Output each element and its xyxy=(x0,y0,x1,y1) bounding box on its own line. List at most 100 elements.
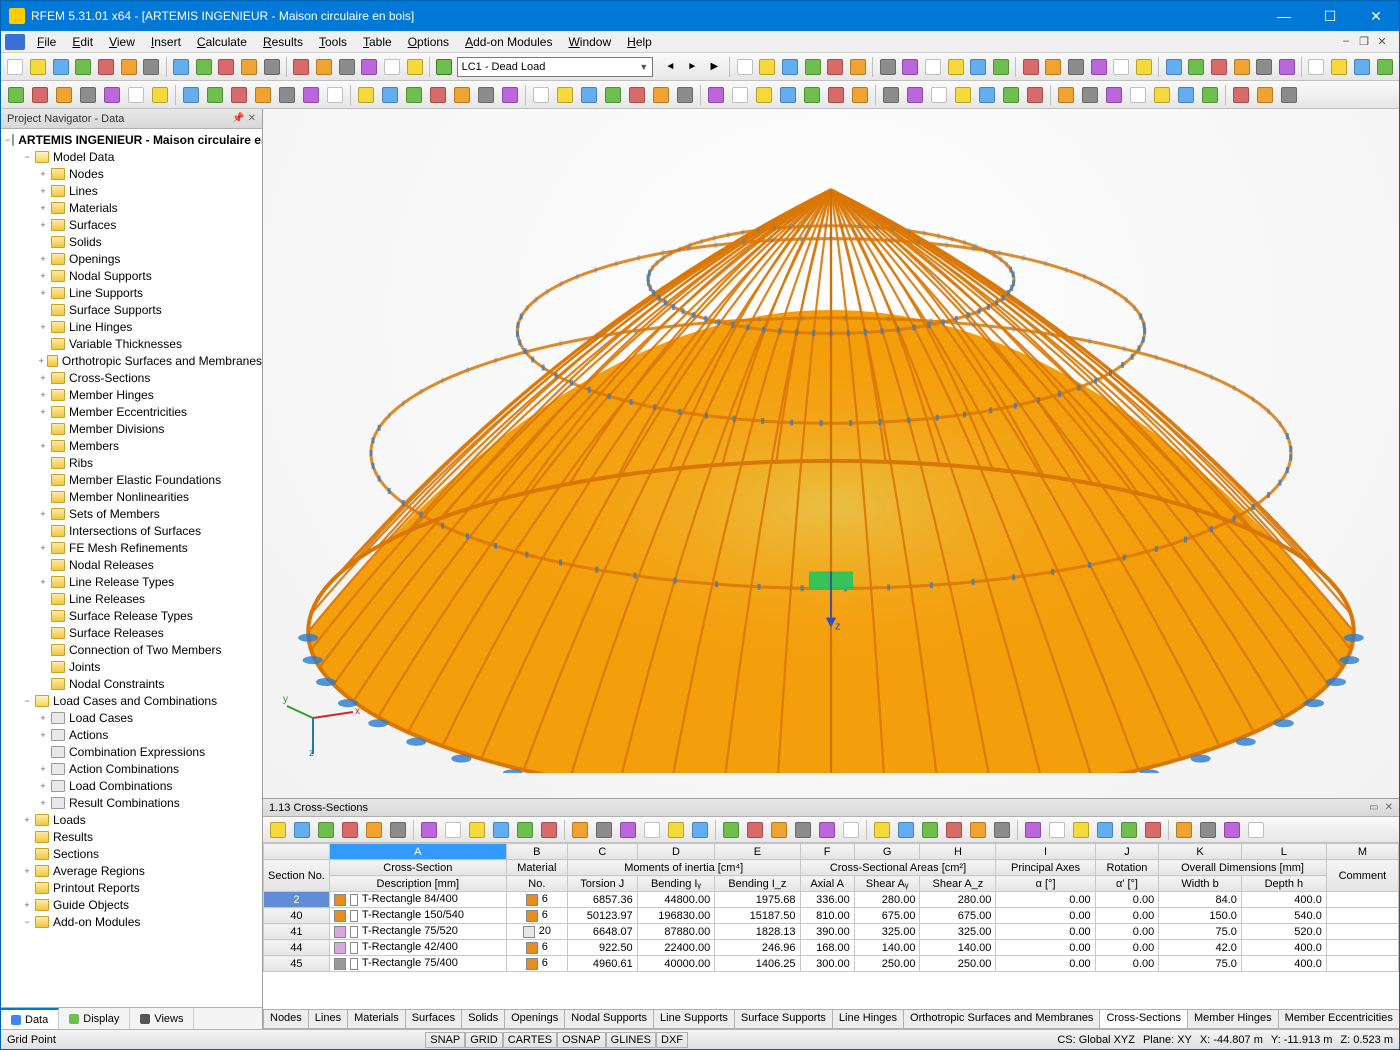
navigator-tab-views[interactable]: Views xyxy=(130,1008,194,1029)
toolbar-button[interactable] xyxy=(1245,819,1267,841)
toolbar-button[interactable] xyxy=(777,84,799,106)
toolbar-button[interactable] xyxy=(418,819,440,841)
menu-window[interactable]: Window xyxy=(560,33,619,51)
menu-help[interactable]: Help xyxy=(619,33,660,51)
toolbar-button[interactable] xyxy=(825,56,846,78)
toolbar-button[interactable] xyxy=(1230,84,1252,106)
toolbar-button[interactable] xyxy=(848,56,869,78)
table-tab-surface-supports[interactable]: Surface Supports xyxy=(734,1010,833,1029)
tree-expander-icon[interactable]: − xyxy=(21,696,33,706)
tree-expander-icon[interactable]: + xyxy=(21,866,33,876)
tree-item-average-regions[interactable]: +Average Regions xyxy=(1,862,262,879)
toolbar-button[interactable] xyxy=(1221,819,1243,841)
tree-item-line-release-types[interactable]: +Line Release Types xyxy=(1,573,262,590)
maximize-button[interactable]: ☐ xyxy=(1307,1,1353,31)
toolbar-button[interactable] xyxy=(193,56,214,78)
toolbar-button[interactable] xyxy=(1055,84,1077,106)
menu-options[interactable]: Options xyxy=(400,33,457,51)
toolbar-button[interactable] xyxy=(674,84,696,106)
table-tab-solids[interactable]: Solids xyxy=(461,1010,505,1029)
toolbar-button[interactable] xyxy=(602,84,624,106)
tree-expander-icon[interactable]: + xyxy=(37,220,49,230)
toolbar-button[interactable] xyxy=(945,56,966,78)
toolbar-button[interactable] xyxy=(538,819,560,841)
menu-table[interactable]: Table xyxy=(355,33,400,51)
3d-viewport[interactable]: z x y z xyxy=(263,109,1399,799)
toolbar-button[interactable] xyxy=(626,84,648,106)
toolbar-button[interactable]: ► xyxy=(681,56,703,78)
tree-item-fe-mesh-refinements[interactable]: +FE Mesh Refinements xyxy=(1,539,262,556)
mdi-minimize-icon[interactable]: – xyxy=(1339,35,1353,48)
tree-item-load-cases[interactable]: +Load Cases xyxy=(1,709,262,726)
tree-expander-icon[interactable]: + xyxy=(37,186,49,196)
toolbar-button[interactable] xyxy=(928,84,950,106)
tree-item-surface-release-types[interactable]: Surface Release Types xyxy=(1,607,262,624)
status-toggle-snap[interactable]: SNAP xyxy=(425,1032,465,1048)
toolbar-button[interactable] xyxy=(490,819,512,841)
toolbar-button[interactable] xyxy=(1151,84,1173,106)
toolbar-button[interactable] xyxy=(1024,84,1046,106)
tree-expander-icon[interactable]: + xyxy=(37,577,49,587)
tree-expander-icon[interactable]: − xyxy=(21,152,33,162)
toolbar-button[interactable] xyxy=(991,56,1012,78)
tree-expander-icon[interactable]: + xyxy=(37,169,49,179)
toolbar-button[interactable] xyxy=(442,819,464,841)
table-tab-member-eccentricities[interactable]: Member Eccentricities xyxy=(1278,1010,1399,1029)
tree-expander-icon[interactable]: − xyxy=(21,917,33,927)
tree-item-members[interactable]: +Members xyxy=(1,437,262,454)
toolbar-button[interactable] xyxy=(877,56,898,78)
toolbar-button[interactable] xyxy=(720,819,742,841)
toolbar-button[interactable] xyxy=(1306,56,1327,78)
toolbar-button[interactable] xyxy=(1254,84,1276,106)
toolbar-button[interactable] xyxy=(216,56,237,78)
tree-expander-icon[interactable]: + xyxy=(37,203,49,213)
toolbar-button[interactable] xyxy=(118,56,139,78)
tree-expander-icon[interactable]: + xyxy=(37,390,49,400)
status-toggle-dxf[interactable]: DXF xyxy=(656,1032,688,1048)
tree-item-line-hinges[interactable]: +Line Hinges xyxy=(1,318,262,335)
tree-item-result-combinations[interactable]: +Result Combinations xyxy=(1,794,262,811)
tree-expander-icon[interactable]: + xyxy=(37,254,49,264)
toolbar-button[interactable] xyxy=(336,56,357,78)
tree-item-openings[interactable]: +Openings xyxy=(1,250,262,267)
toolbar-button[interactable] xyxy=(895,819,917,841)
tree-expander-icon[interactable]: + xyxy=(37,441,49,451)
tree-item-connection-of-two-members[interactable]: Connection of Two Members xyxy=(1,641,262,658)
toolbar-button[interactable] xyxy=(228,84,250,106)
toolbar-button[interactable] xyxy=(315,819,337,841)
tree-item-member-elastic-foundations[interactable]: Member Elastic Foundations xyxy=(1,471,262,488)
toolbar-button[interactable] xyxy=(403,84,425,106)
table-min-icon[interactable]: ▭ xyxy=(1369,802,1378,813)
tree-item-action-combinations[interactable]: +Action Combinations xyxy=(1,760,262,777)
toolbar-button[interactable] xyxy=(514,819,536,841)
toolbar-button[interactable] xyxy=(744,819,766,841)
toolbar-button[interactable] xyxy=(1277,56,1298,78)
tree-item-solids[interactable]: Solids xyxy=(1,233,262,250)
mdi-close-icon[interactable]: ✕ xyxy=(1375,35,1389,48)
tree-item-surface-supports[interactable]: Surface Supports xyxy=(1,301,262,318)
toolbar-button[interactable] xyxy=(261,56,282,78)
toolbar-button[interactable] xyxy=(976,84,998,106)
minimize-button[interactable]: — xyxy=(1261,1,1307,31)
tree-item-surfaces[interactable]: +Surfaces xyxy=(1,216,262,233)
toolbar-button[interactable] xyxy=(451,84,473,106)
toolbar-button[interactable] xyxy=(1046,819,1068,841)
tree-expander-icon[interactable]: − xyxy=(5,135,10,145)
toolbar-button[interactable] xyxy=(379,84,401,106)
toolbar-button[interactable] xyxy=(1278,84,1300,106)
toolbar-button[interactable] xyxy=(578,84,600,106)
toolbar-button[interactable] xyxy=(300,84,322,106)
toolbar-button[interactable] xyxy=(1118,819,1140,841)
toolbar-button[interactable] xyxy=(729,84,751,106)
tree-item-model-data[interactable]: −Model Data xyxy=(1,148,262,165)
toolbar-button[interactable] xyxy=(5,56,26,78)
toolbar-button[interactable] xyxy=(919,819,941,841)
tree-item-member-eccentricities[interactable]: +Member Eccentricities xyxy=(1,403,262,420)
tree-expander-icon[interactable]: + xyxy=(37,798,49,808)
table-tab-member-hinges[interactable]: Member Hinges xyxy=(1187,1010,1279,1029)
table-tab-materials[interactable]: Materials xyxy=(347,1010,406,1029)
toolbar-button[interactable] xyxy=(1022,819,1044,841)
tree-expander-icon[interactable]: + xyxy=(21,815,33,825)
toolbar-button[interactable] xyxy=(1173,819,1195,841)
toolbar-button[interactable] xyxy=(50,56,71,78)
